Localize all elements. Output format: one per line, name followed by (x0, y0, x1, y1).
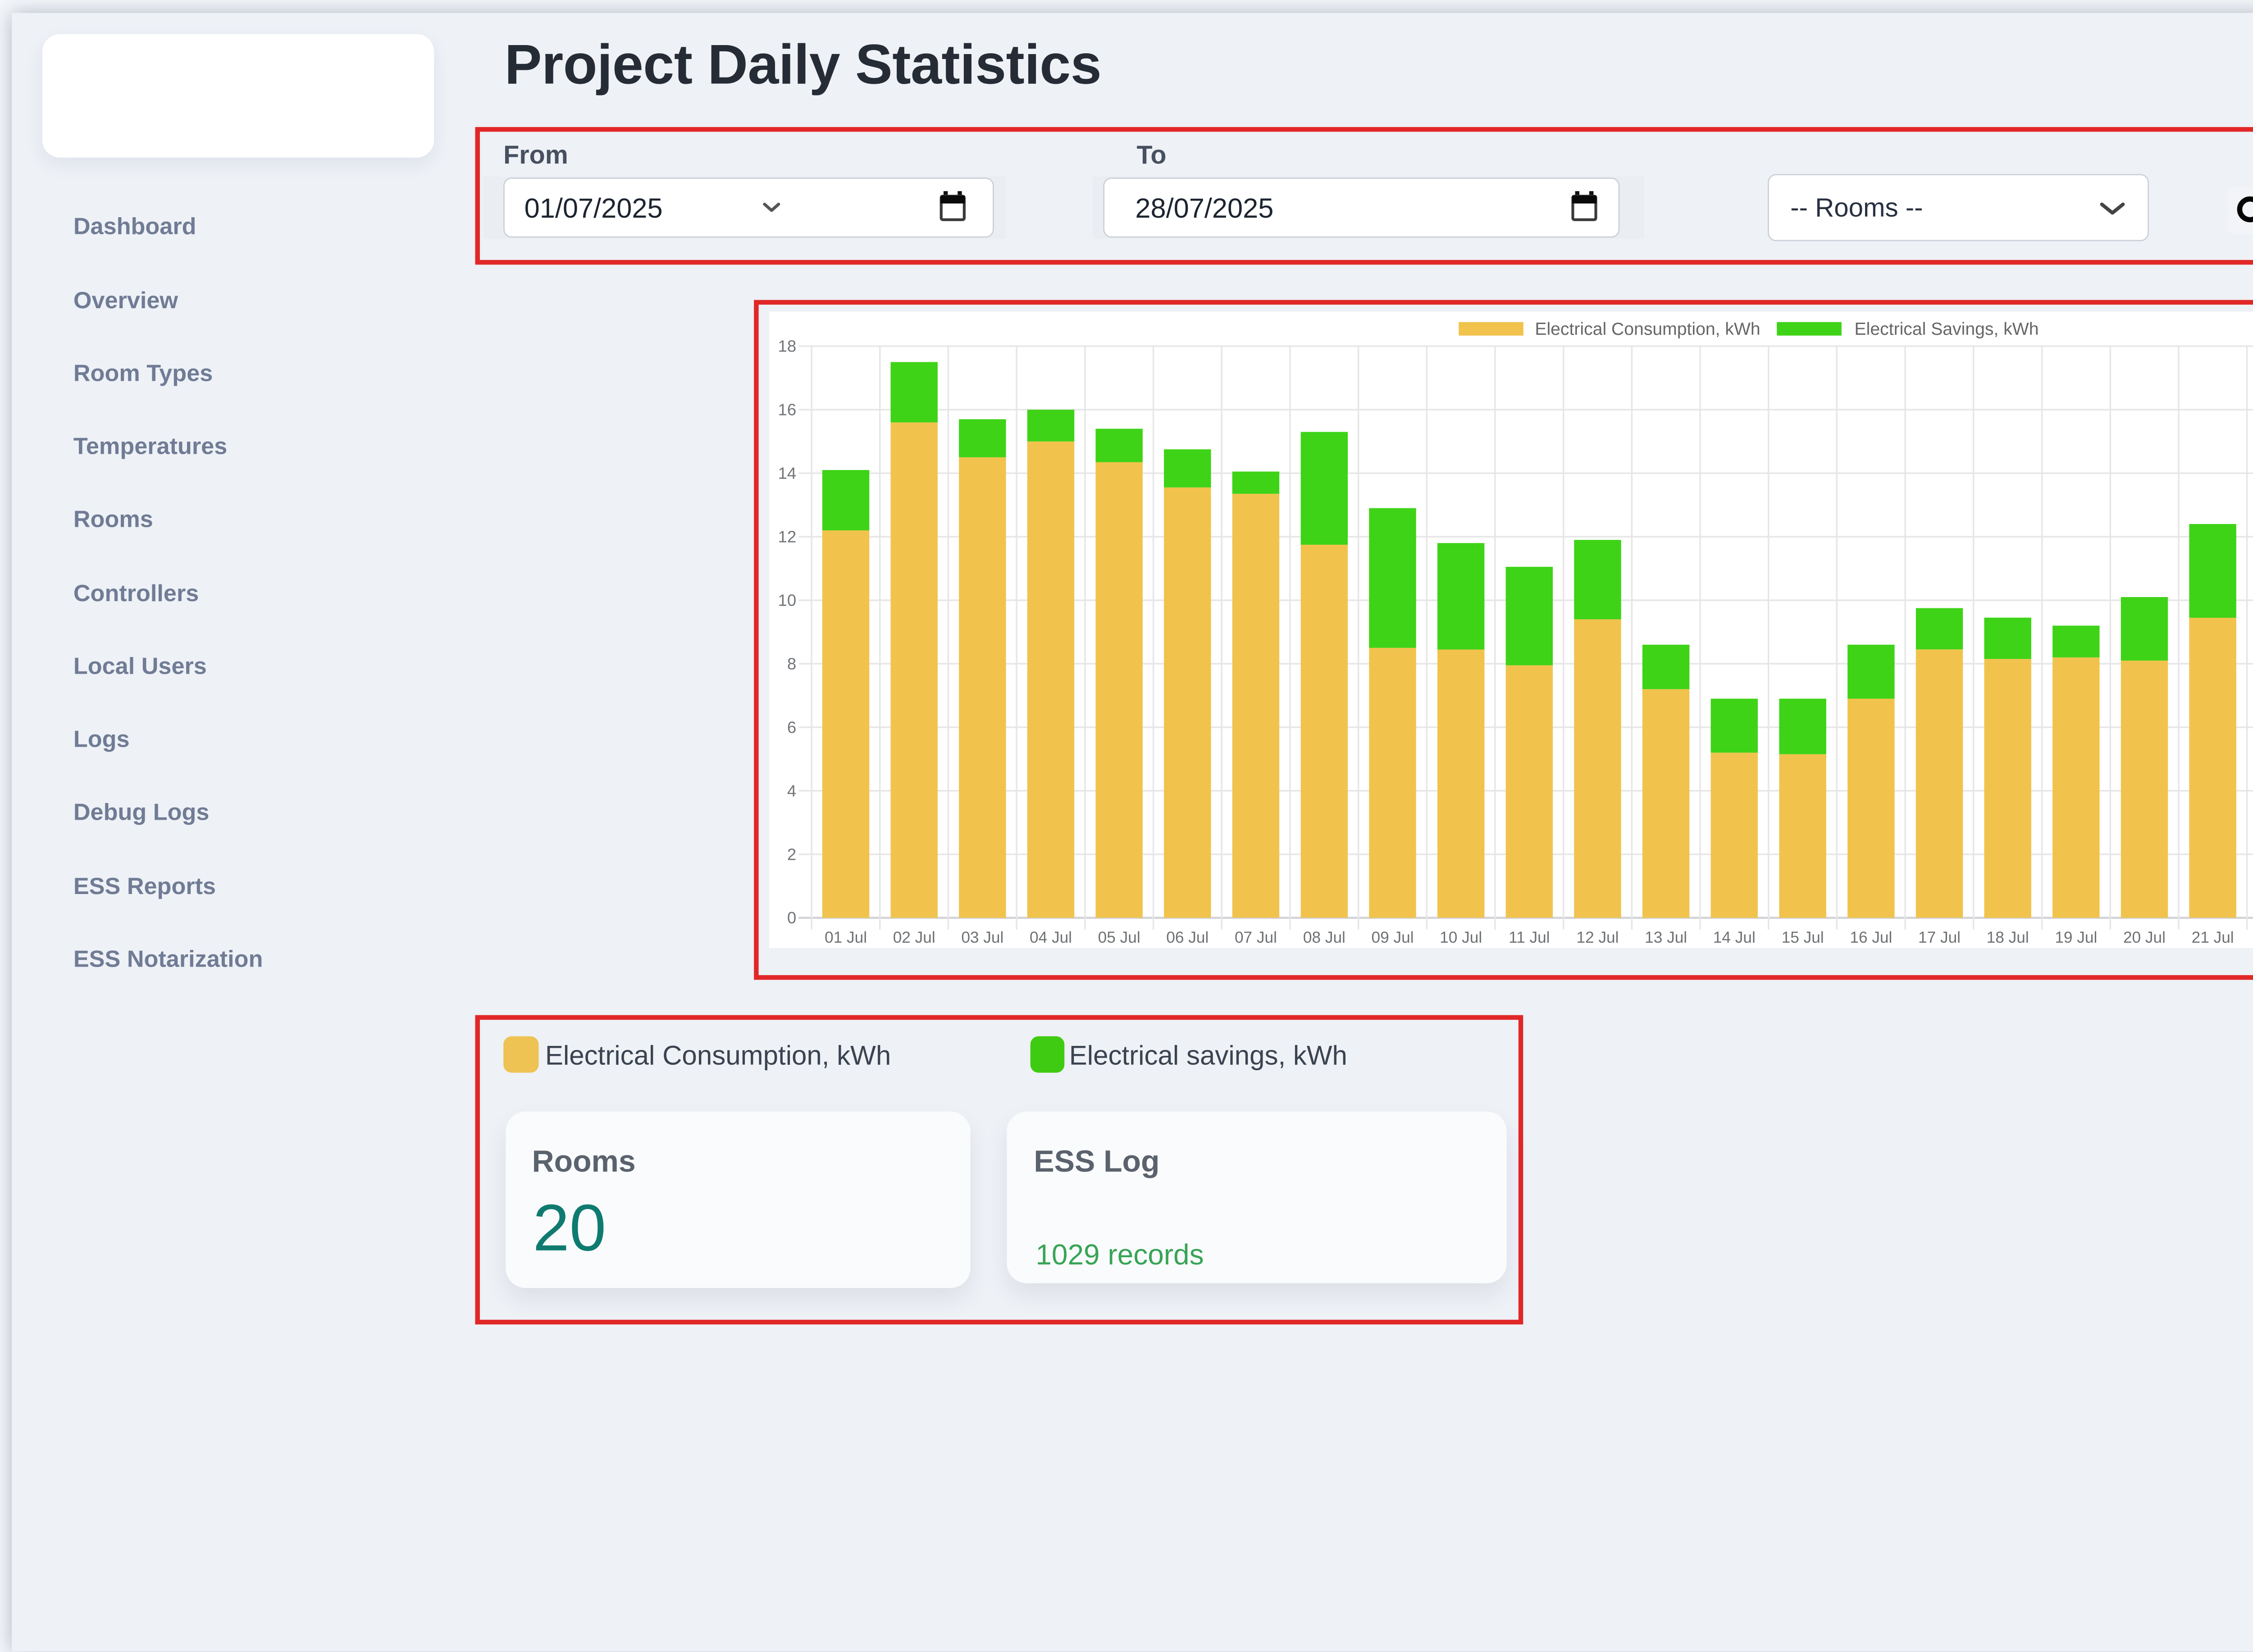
svg-text:8: 8 (787, 654, 796, 673)
svg-text:10 Jul: 10 Jul (1440, 928, 1482, 946)
svg-text:Electrical Savings, kWh: Electrical Savings, kWh (1854, 319, 2039, 338)
svg-text:16: 16 (778, 400, 796, 419)
svg-text:14 Jul: 14 Jul (1713, 928, 1755, 946)
svg-text:Electrical Consumption, kWh: Electrical Consumption, kWh (1535, 319, 1760, 338)
svg-text:16 Jul: 16 Jul (1850, 928, 1892, 946)
svg-text:17 Jul: 17 Jul (1918, 928, 1960, 946)
svg-text:02 Jul: 02 Jul (893, 928, 935, 946)
svg-text:11 Jul: 11 Jul (1509, 928, 1550, 946)
svg-text:2: 2 (787, 844, 796, 863)
svg-text:13 Jul: 13 Jul (1645, 928, 1687, 946)
svg-text:15 Jul: 15 Jul (1781, 928, 1824, 946)
svg-text:01 Jul: 01 Jul (825, 928, 867, 946)
svg-text:09 Jul: 09 Jul (1371, 928, 1414, 946)
svg-text:07 Jul: 07 Jul (1234, 928, 1277, 946)
svg-text:12 Jul: 12 Jul (1576, 928, 1619, 946)
svg-text:08 Jul: 08 Jul (1303, 928, 1345, 946)
svg-text:10: 10 (778, 591, 796, 609)
svg-text:21 Jul: 21 Jul (2191, 928, 2234, 946)
svg-text:6: 6 (787, 718, 796, 736)
svg-text:0: 0 (787, 908, 796, 926)
svg-text:03 Jul: 03 Jul (961, 928, 1003, 946)
svg-text:05 Jul: 05 Jul (1098, 928, 1140, 946)
svg-text:18: 18 (778, 337, 796, 355)
svg-text:20 Jul: 20 Jul (2123, 928, 2165, 946)
svg-text:19 Jul: 19 Jul (2055, 928, 2097, 946)
svg-text:12: 12 (778, 527, 796, 546)
svg-text:04 Jul: 04 Jul (1029, 928, 1072, 946)
svg-text:4: 4 (787, 781, 796, 800)
svg-text:14: 14 (778, 464, 796, 482)
svg-text:18 Jul: 18 Jul (1986, 928, 2029, 946)
svg-text:06 Jul: 06 Jul (1166, 928, 1209, 946)
